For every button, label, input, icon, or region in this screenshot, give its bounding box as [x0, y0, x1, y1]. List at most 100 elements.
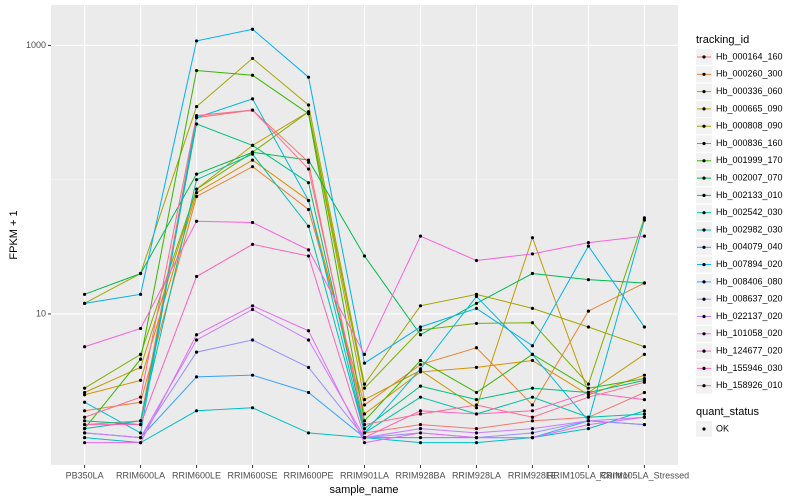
- data-point: [418, 304, 423, 308]
- legend-point: [702, 211, 706, 215]
- data-point: [250, 27, 255, 31]
- data-point: [530, 435, 535, 440]
- legend-label: Hb_000260_300: [716, 69, 783, 79]
- legend-title: tracking_id: [696, 34, 749, 46]
- data-point: [418, 333, 423, 337]
- data-point: [474, 412, 479, 416]
- data-point: [306, 254, 311, 258]
- data-point: [250, 304, 255, 308]
- data-point: [362, 386, 367, 390]
- data-point: [474, 441, 479, 445]
- data-point: [362, 403, 367, 407]
- data-point: [586, 278, 591, 282]
- data-point: [362, 412, 367, 416]
- data-point: [194, 178, 199, 182]
- data-point: [250, 220, 255, 225]
- data-point: [194, 187, 199, 191]
- data-point: [530, 419, 535, 423]
- data-point: [530, 306, 535, 310]
- data-point: [194, 191, 199, 195]
- legend-point: [702, 332, 706, 336]
- data-point: [642, 390, 647, 395]
- legend-point: [702, 314, 706, 319]
- data-point: [82, 435, 87, 440]
- data-point: [586, 393, 591, 397]
- data-point: [474, 365, 479, 369]
- data-point: [138, 435, 143, 440]
- data-point: [194, 122, 199, 126]
- data-point: [418, 441, 423, 445]
- data-point: [306, 167, 311, 171]
- data-point: [138, 378, 143, 382]
- data-point: [530, 321, 535, 325]
- data-point: [362, 441, 367, 445]
- data-point: [250, 143, 255, 148]
- legend-label: Hb_002542_030: [716, 207, 783, 217]
- data-point: [474, 398, 479, 402]
- legend-point: [702, 159, 706, 163]
- data-point: [82, 409, 87, 413]
- legend-point: [702, 280, 706, 284]
- data-point: [642, 234, 647, 238]
- data-point: [138, 419, 143, 423]
- data-point: [306, 329, 311, 333]
- data-point: [250, 73, 255, 77]
- data-point: [138, 395, 143, 399]
- legend-point: [702, 141, 706, 146]
- data-point: [474, 435, 479, 440]
- data-point: [642, 281, 647, 285]
- legend-point: [702, 72, 706, 76]
- legend-point: [702, 297, 706, 301]
- data-point: [306, 207, 311, 212]
- data-point: [586, 422, 591, 427]
- data-point: [138, 422, 143, 427]
- data-point: [82, 386, 87, 390]
- legend-point: [702, 349, 706, 353]
- data-point: [586, 309, 591, 313]
- data-point: [474, 431, 479, 435]
- data-point: [530, 403, 535, 407]
- x-tick-label: RRIM600LA: [116, 470, 165, 480]
- data-point: [362, 398, 367, 402]
- data-point: [306, 181, 311, 185]
- data-point: [418, 427, 423, 431]
- data-point: [530, 236, 535, 240]
- data-point: [138, 441, 143, 445]
- legend-point: [702, 193, 706, 197]
- data-point: [250, 338, 255, 342]
- legend-label: Hb_158926_010: [716, 380, 783, 390]
- data-point: [642, 422, 647, 427]
- data-point: [530, 358, 535, 363]
- data-point: [642, 380, 647, 384]
- data-point: [586, 244, 591, 248]
- data-point: [250, 373, 255, 377]
- data-point: [306, 431, 311, 435]
- data-point: [586, 390, 591, 395]
- y-tick-label: 1000: [26, 40, 46, 50]
- data-point: [362, 352, 367, 356]
- data-point: [306, 158, 311, 162]
- data-point: [306, 338, 311, 342]
- data-point: [642, 412, 647, 416]
- data-point: [194, 333, 199, 337]
- y-axis-title: FPKM + 1: [8, 210, 20, 259]
- data-point: [306, 248, 311, 252]
- data-point: [474, 294, 479, 299]
- data-point: [586, 325, 591, 329]
- data-point: [642, 398, 647, 402]
- data-point: [138, 365, 143, 369]
- legend-label: Hb_022137_020: [716, 311, 783, 321]
- data-point: [418, 412, 423, 416]
- data-point: [530, 395, 535, 399]
- legend-label: Hb_002133_010: [716, 190, 783, 200]
- data-point: [82, 301, 87, 305]
- data-point: [586, 415, 591, 419]
- data-point: [82, 292, 87, 296]
- legend-point: [702, 228, 706, 232]
- legend-label: Hb_004079_040: [716, 242, 783, 252]
- data-point: [82, 431, 87, 435]
- data-point: [362, 419, 367, 423]
- data-point: [82, 393, 87, 397]
- x-tick-label: RRIM600PE: [284, 470, 334, 480]
- data-point: [82, 427, 87, 431]
